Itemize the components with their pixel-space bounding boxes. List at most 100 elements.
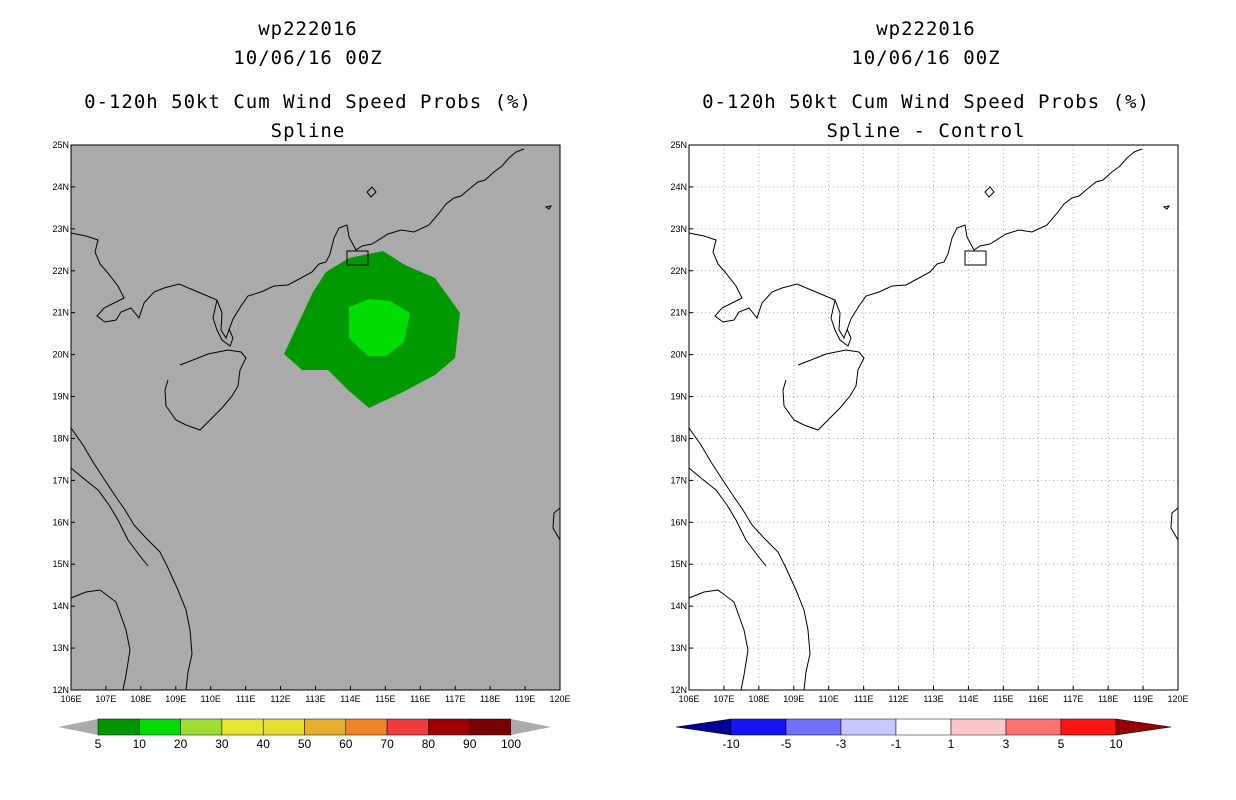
latitude-labels: 25N 24N 23N 22N 21N 20N 19N 18N 17N 16N 15N 14N 13N 1… xyxy=(52,140,75,695)
taiwan-fragment xyxy=(366,186,377,198)
lon-label: 107E xyxy=(713,694,734,704)
lon-label: 108E xyxy=(748,694,769,704)
colorbar-swatch xyxy=(97,718,140,736)
lon-label: 119E xyxy=(515,694,535,704)
colorbar-label: -5 xyxy=(781,737,792,751)
colorbar-swatch xyxy=(469,718,512,736)
lat-label: 16N xyxy=(52,517,69,527)
longitude-labels: 106E 107E 108E 109E 110E 111E 112E 113E 114E 115E… xyxy=(678,686,1189,704)
lat-label: 20N xyxy=(52,350,69,360)
lon-label: 118E xyxy=(480,694,500,704)
lon-label: 117E xyxy=(1063,694,1083,704)
hong-kong-box xyxy=(964,250,987,266)
lon-label: 110E xyxy=(201,694,221,704)
hainan-island xyxy=(782,349,865,431)
china-coastline xyxy=(70,148,525,340)
lat-label: 13N xyxy=(670,643,687,653)
lat-label: 15N xyxy=(670,559,687,569)
colorbar-label: 20 xyxy=(174,737,188,751)
colorbar-label: 100 xyxy=(501,737,521,751)
lon-label: 106E xyxy=(60,694,81,704)
small-island xyxy=(1162,205,1171,210)
product-title: 0-120h 50kt Cum Wind Speed Probs (%) xyxy=(702,91,1150,113)
colorbar-swatch xyxy=(180,718,223,736)
colorbar-label: 10 xyxy=(1109,737,1123,751)
lat-label: 22N xyxy=(52,266,69,276)
colorbar-label: 10 xyxy=(133,737,147,751)
colorbar-swatch xyxy=(950,718,1007,736)
lat-label: 21N xyxy=(670,308,687,318)
lat-label: 19N xyxy=(52,392,69,402)
lon-label: 110E xyxy=(819,694,839,704)
probability-colorbar: 5 10 20 30 40 50 60 70 80 90 100 xyxy=(58,718,551,751)
storm-id-title: wp222016 xyxy=(258,18,358,40)
china-coastline xyxy=(688,148,1143,340)
date-title: 10/06/16 00Z xyxy=(851,47,1001,69)
lat-label: 24N xyxy=(670,182,687,192)
colorbar-swatch xyxy=(1005,718,1062,736)
lon-label: 112E xyxy=(888,694,908,704)
cambodia-border xyxy=(70,589,131,691)
colorbar-swatch xyxy=(386,718,429,736)
lat-label: 25N xyxy=(52,140,69,150)
lon-label: 114E xyxy=(958,694,978,704)
colorbar-swatch xyxy=(139,718,181,736)
lon-label: 107E xyxy=(95,694,116,704)
laos-border xyxy=(70,467,149,567)
lon-label: 109E xyxy=(165,694,186,704)
taiwan-fragment xyxy=(984,186,995,198)
map-background xyxy=(71,145,560,690)
lat-label: 16N xyxy=(670,517,687,527)
colorbar-swatch xyxy=(262,718,305,736)
lon-label: 116E xyxy=(410,694,430,704)
lat-label: 12N xyxy=(670,685,687,695)
lat-label: 14N xyxy=(52,601,69,611)
colorbar-label: 50 xyxy=(298,737,312,751)
lon-label: 117E xyxy=(445,694,465,704)
lon-label: 115E xyxy=(375,694,395,704)
lon-label: 106E xyxy=(678,694,699,704)
date-title: 10/06/16 00Z xyxy=(233,47,383,69)
lon-label: 109E xyxy=(783,694,804,704)
colorbar-swatch xyxy=(345,718,388,736)
vietnam-coastline xyxy=(70,427,193,691)
colorbar-label: -3 xyxy=(836,737,847,751)
latitude-labels: 25N 24N 23N 22N 21N 20N 19N 18N 17N 16N 15N 14N 13N 1… xyxy=(670,140,693,695)
vietnam-coastline xyxy=(688,427,811,691)
lon-label: 113E xyxy=(305,694,325,704)
lat-label: 17N xyxy=(52,475,69,485)
left-panel: wp222016 10/06/16 00Z 0-120h 50kt Cum Wi… xyxy=(8,0,608,800)
luzon-fragment xyxy=(1170,507,1179,541)
method-title: Spline - Control xyxy=(826,120,1026,142)
colorbar-swatch xyxy=(730,718,787,736)
small-island xyxy=(544,205,553,210)
colorbar-swatch xyxy=(785,718,842,736)
colorbar-label: 90 xyxy=(463,737,477,751)
lat-label: 12N xyxy=(52,685,69,695)
colorbar-swatch xyxy=(304,718,347,736)
colorbar-label: -1 xyxy=(891,737,902,751)
lon-label: 120E xyxy=(1167,694,1188,704)
longitude-labels: 106E 107E 108E 109E 110E 111E 112E 113E 114E 115E… xyxy=(60,686,571,704)
lat-label: 23N xyxy=(52,224,69,234)
colorbar-swatch xyxy=(428,718,470,736)
lat-label: 19N xyxy=(670,392,687,402)
colorbar-label: -10 xyxy=(722,737,740,751)
leizhou-peninsula xyxy=(830,299,852,347)
lat-label: 21N xyxy=(52,308,69,318)
colorbar-label: 80 xyxy=(422,737,436,751)
colorbar-high-arrow xyxy=(1115,718,1172,736)
lon-label: 111E xyxy=(854,694,874,704)
coastlines xyxy=(70,148,561,691)
difference-colorbar: -10 -5 -3 -1 1 3 5 10 xyxy=(675,718,1172,751)
luzon-fragment xyxy=(552,507,561,541)
lat-label: 24N xyxy=(52,182,69,192)
product-title: 0-120h 50kt Cum Wind Speed Probs (%) xyxy=(84,91,532,113)
colorbar-label: 40 xyxy=(257,737,271,751)
colorbar-low-arrow xyxy=(58,719,98,735)
colorbar-high-arrow xyxy=(511,719,551,735)
colorbar-label: 5 xyxy=(95,737,102,751)
colorbar-swatch xyxy=(840,718,897,736)
hainan-island xyxy=(164,349,247,431)
lat-label: 13N xyxy=(52,643,69,653)
